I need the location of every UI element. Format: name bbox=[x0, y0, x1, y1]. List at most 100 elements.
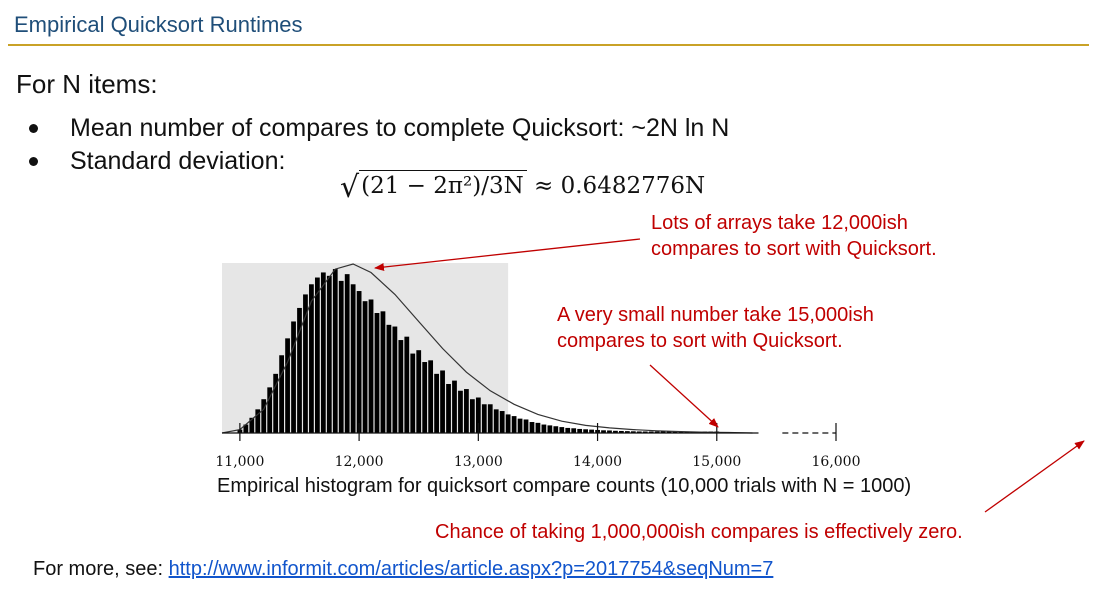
histogram-bar bbox=[630, 431, 636, 433]
histogram-bar bbox=[261, 399, 267, 433]
bullet-stddev: Standard deviation: bbox=[0, 145, 729, 178]
sqrt-icon: √ bbox=[340, 170, 360, 205]
histogram-bar bbox=[666, 431, 672, 433]
histogram-bar bbox=[559, 427, 565, 433]
histogram-bar bbox=[672, 431, 678, 433]
histogram-bar bbox=[654, 431, 660, 433]
histogram-bar bbox=[326, 275, 332, 433]
histogram-bar bbox=[487, 404, 493, 433]
histogram-bar bbox=[440, 370, 445, 433]
annotation-peak-line1: Lots of arrays take 12,000ish bbox=[651, 212, 908, 234]
bullet-stddev-text: Standard deviation: bbox=[70, 147, 286, 175]
histogram-bar bbox=[601, 430, 606, 433]
histogram-bar bbox=[511, 416, 517, 433]
chart-caption: Empirical histogram for quicksort compar… bbox=[217, 475, 912, 497]
histogram-bar bbox=[505, 414, 511, 433]
arrow-million bbox=[984, 440, 1085, 513]
histogram-bar bbox=[320, 272, 326, 433]
histogram-bar bbox=[338, 280, 344, 433]
histogram-bar bbox=[458, 390, 463, 433]
histogram-bar bbox=[642, 431, 648, 433]
histogram-bar bbox=[392, 326, 398, 433]
histogram-bar bbox=[475, 397, 481, 433]
arrow-tail bbox=[649, 364, 719, 428]
intro-text: For N items: bbox=[16, 69, 158, 99]
histogram-bar bbox=[386, 324, 392, 433]
histogram-bar bbox=[249, 417, 255, 433]
histogram-bar bbox=[571, 428, 577, 433]
histogram-bar bbox=[291, 321, 296, 433]
histogram-bar bbox=[374, 313, 380, 433]
histogram-bar bbox=[535, 422, 541, 433]
histogram-bar bbox=[297, 307, 302, 433]
annotation-tail: A very small number take 15,000ish compa… bbox=[557, 302, 874, 354]
histogram-bar bbox=[493, 409, 499, 433]
histogram-bar bbox=[285, 338, 290, 433]
histogram-bar bbox=[577, 428, 583, 433]
x-tick-label: 15,000 bbox=[692, 454, 741, 470]
histogram-bar bbox=[243, 424, 249, 433]
histogram-bar bbox=[553, 426, 559, 433]
x-tick-label: 13,000 bbox=[454, 454, 503, 470]
x-tick-label: 11,000 bbox=[215, 454, 264, 470]
histogram-bar bbox=[636, 431, 642, 433]
bullet-dot-icon bbox=[29, 124, 38, 133]
x-tick-label: 12,000 bbox=[335, 454, 384, 470]
histogram-bar bbox=[332, 269, 338, 433]
histogram-bar bbox=[613, 430, 618, 433]
reference-link[interactable]: http://www.informit.com/articles/article… bbox=[168, 558, 774, 580]
histogram-bar bbox=[529, 422, 535, 433]
histogram-bar bbox=[547, 425, 553, 433]
stddev-formula: √(21 − 2π²)/3N ≈ 0.6482776N bbox=[340, 166, 706, 205]
histogram-bar bbox=[565, 427, 571, 433]
histogram-bar bbox=[314, 277, 320, 433]
formula-approx: ≈ 0.6482776N bbox=[534, 173, 706, 199]
histogram-bar bbox=[469, 399, 475, 433]
histogram-bar bbox=[380, 311, 386, 433]
annotation-tail-line2: compares to sort with Quicksort. bbox=[557, 330, 843, 352]
formula-radicand: (21 − 2π²)/3N bbox=[359, 170, 527, 199]
histogram-bar bbox=[464, 389, 469, 433]
title-rule bbox=[8, 44, 1089, 46]
histogram-bar bbox=[416, 350, 422, 433]
histogram-bar bbox=[309, 284, 314, 433]
histogram-bar bbox=[279, 355, 284, 433]
histogram-bar bbox=[517, 418, 523, 433]
arrow-peak bbox=[374, 238, 641, 271]
histogram-bar bbox=[356, 291, 362, 433]
histogram-bar bbox=[350, 284, 356, 433]
fit-curve bbox=[221, 263, 753, 434]
histogram-bar bbox=[624, 431, 630, 433]
histogram-bar bbox=[678, 431, 684, 433]
histogram-bar bbox=[398, 340, 404, 433]
histogram-bar bbox=[303, 294, 308, 433]
histogram-bar bbox=[452, 380, 457, 433]
histogram-bar bbox=[273, 373, 279, 433]
histogram-bar bbox=[368, 299, 374, 433]
bullet-list: Mean number of compares to complete Quic… bbox=[0, 112, 729, 178]
bullet-mean-text: Mean number of compares to complete Quic… bbox=[70, 114, 730, 142]
annotation-tail-line1: A very small number take 15,000ish bbox=[557, 304, 874, 326]
x-tick-label: 14,000 bbox=[573, 454, 622, 470]
annotation-peak-line2: compares to sort with Quicksort. bbox=[651, 238, 937, 260]
histogram-bar bbox=[404, 336, 410, 433]
bullet-dot-icon bbox=[29, 157, 38, 166]
annotation-peak: Lots of arrays take 12,000ish compares t… bbox=[651, 210, 937, 262]
histogram-bar bbox=[607, 430, 612, 433]
histogram-bar bbox=[446, 383, 451, 433]
more-info-prefix: For more, see: bbox=[33, 558, 169, 580]
histogram-bar bbox=[481, 404, 487, 433]
histogram-bar bbox=[410, 353, 416, 433]
histogram-bar bbox=[648, 431, 654, 433]
histogram-bar bbox=[255, 409, 261, 433]
histogram-bar bbox=[589, 429, 594, 433]
x-tick-label: 16,000 bbox=[812, 454, 861, 470]
annotation-million: Chance of taking 1,000,000ish compares i… bbox=[435, 521, 963, 543]
bullet-mean: Mean number of compares to complete Quic… bbox=[0, 112, 729, 145]
histogram-bar bbox=[660, 431, 666, 433]
histogram-bar bbox=[499, 411, 505, 433]
histogram-bar bbox=[583, 429, 589, 433]
slide-title: Empirical Quicksort Runtimes bbox=[14, 12, 303, 37]
histogram-bar bbox=[434, 373, 439, 433]
